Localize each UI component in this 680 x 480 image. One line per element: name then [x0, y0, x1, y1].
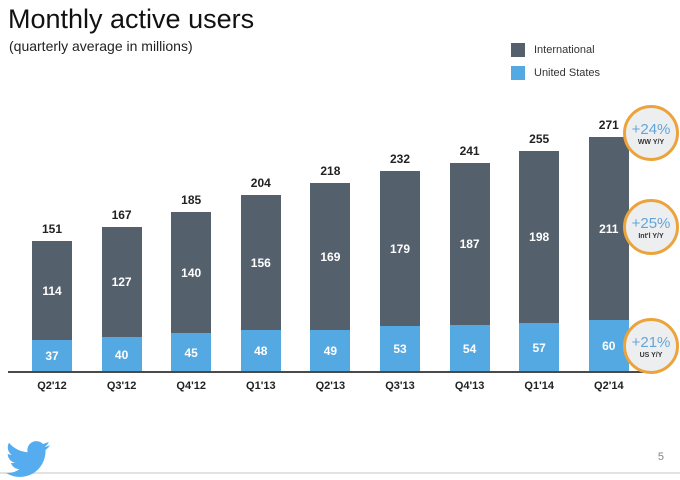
x-axis-label: Q3'12 [106, 380, 137, 392]
bar-total-label: 232 [389, 152, 411, 166]
x-axis-label: Q1'13 [246, 380, 276, 392]
bar-segment-united-states: 57 [519, 323, 560, 372]
growth-badge-percent: +21% [631, 333, 671, 351]
bar-total-label: 204 [250, 176, 271, 190]
bar-segment-united-states: 49 [310, 330, 351, 372]
bar-column: 167 127 40 Q3'12 [101, 208, 142, 392]
bar-segment-international: 179 [380, 171, 420, 326]
x-axis-label: Q2'14 [594, 380, 624, 392]
legend-swatch-united-states [511, 65, 525, 80]
bar-column: 232 179 53 Q3'13 [380, 152, 420, 392]
bar-column: 255 198 57 Q1'14 [519, 132, 560, 392]
bar-segment-international: 187 [449, 163, 490, 325]
bar-segment-international: 127 [101, 227, 142, 337]
legend-label: International [534, 43, 595, 56]
bar-column: 185 140 45 Q4'12 [171, 193, 212, 392]
page-subtitle: (quarterly average in millions) [9, 38, 193, 54]
x-axis-line [8, 371, 645, 373]
bar-total-label: 218 [320, 164, 341, 178]
legend-swatch-international [511, 42, 525, 57]
bar-total-label: 255 [529, 132, 550, 146]
legend: International United States [511, 42, 600, 88]
bar-column: 271 211 60 Q2'14 [588, 118, 629, 392]
legend-label: United States [534, 66, 601, 79]
growth-badge-us: +21% US Y/Y [623, 318, 679, 374]
growth-badge-label: WW Y/Y [637, 138, 665, 146]
bar-total-label: 167 [111, 208, 132, 222]
bar-segment-united-states: 60 [588, 320, 629, 372]
growth-badge-intl: +25% Int'l Y/Y [623, 199, 679, 255]
page-number: 5 [657, 451, 664, 463]
bar-segment-international: 198 [519, 151, 560, 323]
growth-badge-percent: +24% [631, 120, 671, 138]
x-axis-label: Q2'13 [315, 380, 346, 392]
bar-segment-united-states: 40 [101, 337, 142, 372]
x-axis-label: Q4'12 [176, 380, 206, 392]
growth-badge-percent: +25% [631, 214, 671, 232]
bar-column: 151 114 37 Q2'12 [32, 222, 72, 392]
bar-segment-international: 169 [310, 183, 351, 330]
bar-segment-international: 211 [588, 137, 629, 320]
growth-badge-label: US Y/Y [639, 351, 663, 359]
x-axis-label: Q4'13 [454, 380, 485, 392]
x-axis-label: Q2'12 [37, 380, 67, 392]
growth-badge-label: Int'l Y/Y [638, 232, 664, 240]
bar-column: 218 169 49 Q2'13 [310, 164, 351, 392]
legend-item-united-states: United States [511, 65, 600, 80]
bar-segment-united-states: 45 [171, 333, 212, 372]
bar-segment-united-states: 48 [240, 330, 281, 372]
twitter-bird-icon [6, 441, 50, 477]
bar-total-label: 241 [459, 144, 480, 158]
bar-column: 241 187 54 Q4'13 [449, 144, 490, 392]
x-axis-label: Q1'14 [524, 380, 554, 392]
page-title: Monthly active users [8, 4, 255, 34]
bar-column: 204 156 48 Q1'13 [240, 176, 281, 392]
bar-segment-united-states: 53 [380, 326, 420, 372]
bar-segment-united-states: 37 [32, 340, 72, 372]
bar-total-label: 151 [41, 222, 63, 236]
bar-segment-international: 156 [240, 195, 281, 330]
twitter-bird-logo [6, 441, 50, 477]
bar-segment-united-states: 54 [449, 325, 490, 372]
bar-total-label: 271 [598, 118, 619, 132]
bar-segment-international: 114 [32, 241, 72, 340]
bar-segment-international: 140 [171, 212, 212, 333]
legend-item-international: International [511, 42, 600, 57]
footer-divider [0, 472, 680, 474]
x-axis-label: Q3'13 [385, 380, 415, 392]
growth-badge-ww: +24% WW Y/Y [623, 105, 679, 161]
bar-total-label: 185 [181, 193, 202, 207]
